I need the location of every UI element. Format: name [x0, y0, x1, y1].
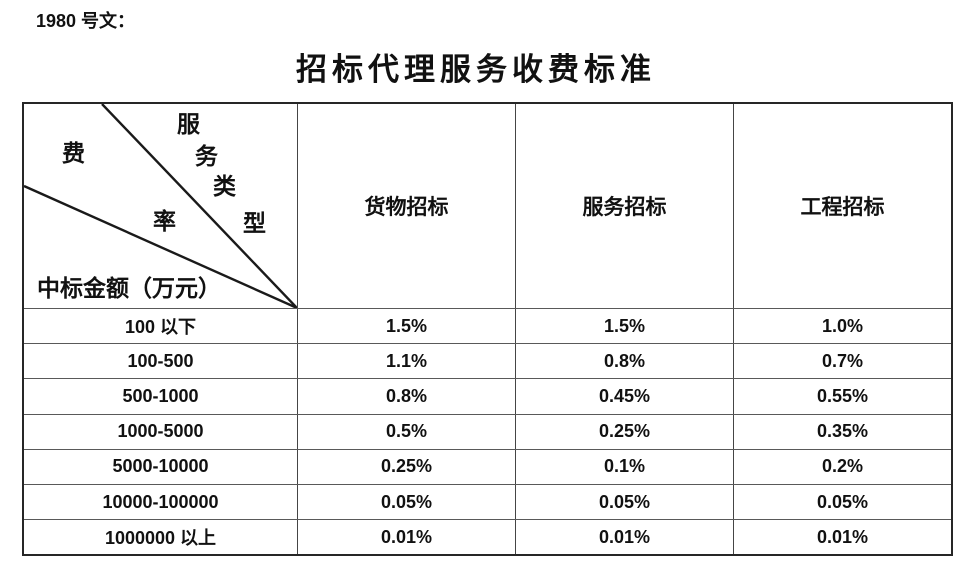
diagonal-lines-graphic — [24, 104, 297, 308]
rate-value: 0.25% — [598, 421, 651, 442]
table-row: 100-500 1.1% 0.8% 0.7% — [24, 343, 951, 379]
column-header-works: 工程招标 — [733, 104, 951, 308]
table-row: 5000-10000 0.25% 0.1% 0.2% — [24, 448, 951, 484]
diagonal-corner-cell: 服 务 类 型 费 率 中标金额（万元） — [24, 104, 297, 308]
rate-value: 0.45% — [598, 385, 651, 406]
amount-range-label: 10000-100000 — [102, 491, 219, 512]
corner-label-rate-char: 费 — [62, 141, 85, 166]
page-title: 招标代理服务收费标准 — [296, 52, 656, 87]
table-row: 1000-5000 0.5% 0.25% 0.35% — [24, 413, 951, 449]
table-row: 500-1000 0.8% 0.45% 0.55% — [24, 378, 951, 414]
rate-value: 0.8% — [603, 350, 646, 371]
rate-value: 0.05% — [380, 491, 433, 512]
amount-range-label: 1000000 以上 — [104, 528, 217, 549]
fee-standard-table: 服 务 类 型 费 率 中标金额（万元） 货物招标 服务招标 工程招标 100 … — [22, 102, 953, 557]
document-reference: 1980 号文： — [36, 11, 136, 31]
rate-value: 0.01% — [816, 526, 869, 547]
rate-value: 0.25% — [380, 456, 433, 477]
corner-label-rate-char: 率 — [153, 209, 176, 234]
corner-label-service-type-char: 型 — [243, 211, 266, 236]
corner-label-service-type-char: 服 — [177, 112, 200, 137]
corner-label-amount: 中标金额（万元） — [37, 276, 221, 301]
rate-value: 0.05% — [816, 491, 869, 512]
amount-range-label: 100-500 — [127, 350, 194, 371]
rate-value: 0.1% — [603, 456, 646, 477]
rate-value: 0.05% — [598, 491, 651, 512]
rate-value: 1.5% — [603, 315, 646, 336]
rate-value: 0.55% — [816, 385, 869, 406]
rate-value: 0.01% — [598, 526, 651, 547]
rate-value: 0.2% — [821, 456, 864, 477]
table-row: 100 以下 1.5% 1.5% 1.0% — [24, 308, 951, 344]
rate-value: 1.1% — [385, 350, 428, 371]
rate-value: 1.5% — [385, 315, 428, 336]
amount-range-label: 1000-5000 — [117, 421, 204, 442]
amount-range-label: 100 以下 — [124, 317, 197, 338]
table-row: 1000000 以上 0.01% 0.01% 0.01% — [24, 519, 951, 555]
table-row: 10000-100000 0.05% 0.05% 0.05% — [24, 483, 951, 520]
rate-value: 0.01% — [380, 526, 433, 547]
rate-value: 0.7% — [821, 350, 864, 371]
rate-value: 1.0% — [821, 315, 864, 336]
rate-value: 0.8% — [385, 385, 428, 406]
column-header-services: 服务招标 — [515, 104, 733, 308]
corner-label-service-type-char: 务 — [195, 144, 218, 169]
amount-range-label: 500-1000 — [122, 385, 199, 406]
rate-value: 0.35% — [816, 421, 869, 442]
table-header-row: 服 务 类 型 费 率 中标金额（万元） 货物招标 服务招标 工程招标 — [24, 104, 951, 308]
corner-label-service-type-char: 类 — [213, 174, 236, 199]
amount-range-label: 5000-10000 — [112, 456, 209, 477]
rate-value: 0.5% — [385, 421, 428, 442]
column-header-goods: 货物招标 — [297, 104, 515, 308]
